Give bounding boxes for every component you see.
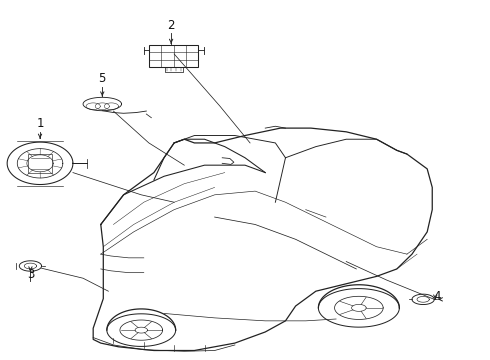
Bar — [149, 45, 198, 67]
Bar — [28, 154, 51, 172]
Text: 3: 3 — [27, 268, 34, 281]
Text: 2: 2 — [168, 19, 175, 32]
Text: 4: 4 — [434, 290, 441, 303]
Text: 1: 1 — [36, 117, 44, 130]
Text: 5: 5 — [98, 72, 106, 85]
